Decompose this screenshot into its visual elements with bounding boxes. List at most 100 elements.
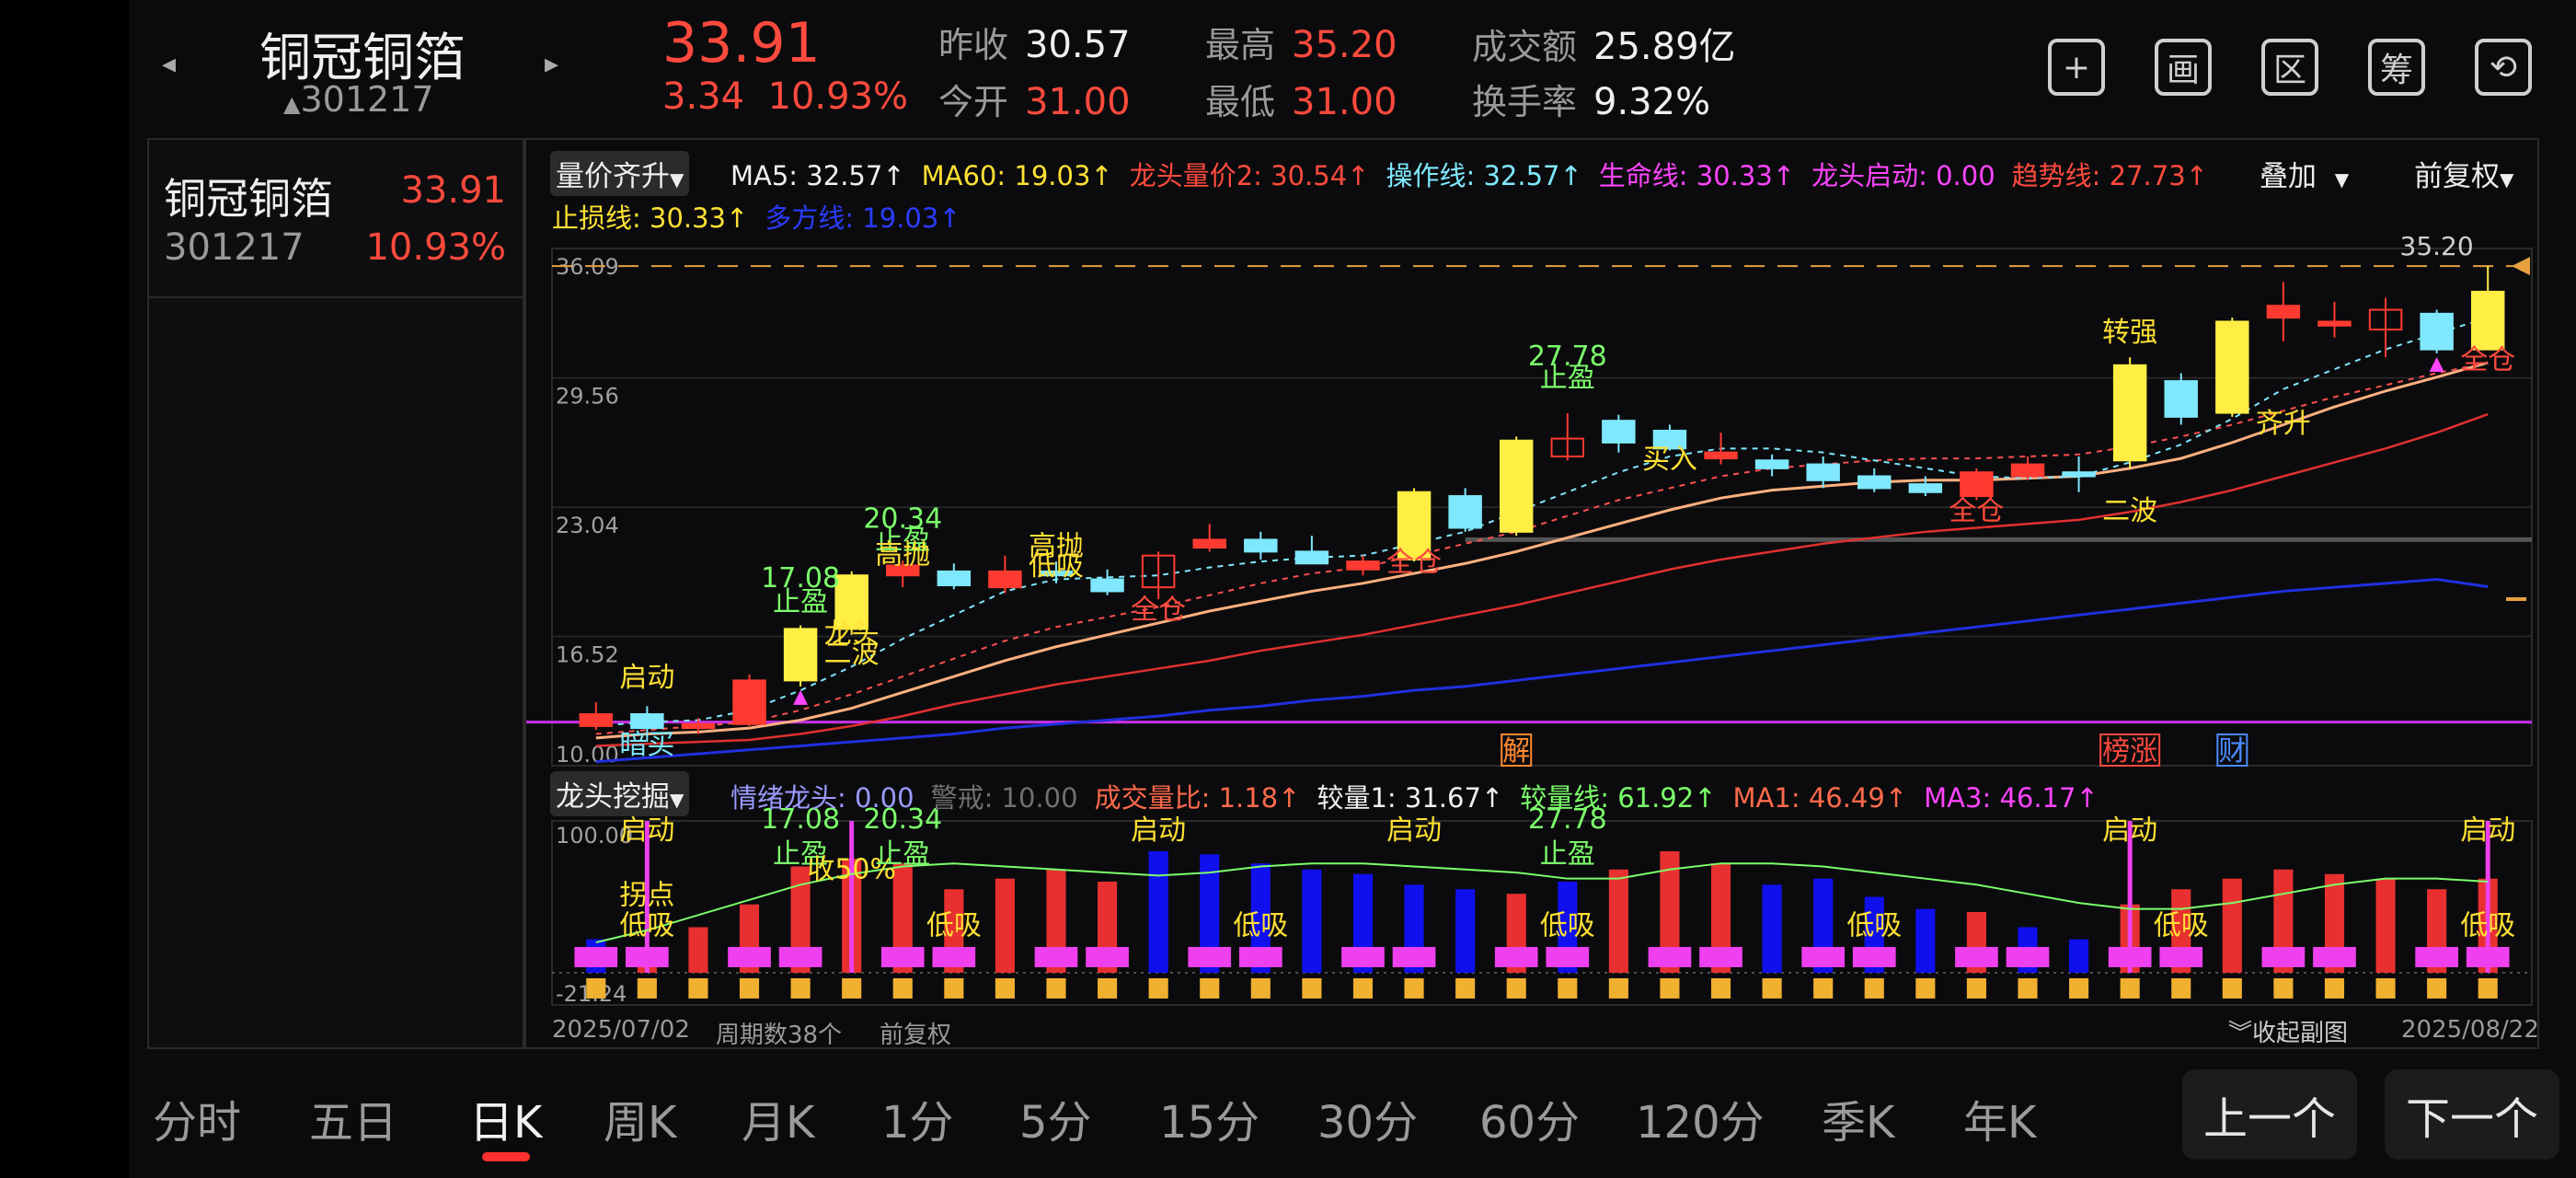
period-tab[interactable]: 60分	[1479, 1097, 1581, 1149]
period-tab[interactable]: 季K	[1822, 1097, 1895, 1149]
price-plot-frame	[551, 248, 2533, 767]
chart-annotation: 20.34	[863, 503, 942, 536]
period-tab[interactable]: 日K	[469, 1097, 543, 1149]
prev-stock-button[interactable]: 上一个	[2182, 1069, 2357, 1160]
sub-magenta-block	[932, 946, 976, 967]
sub-indicator-values: 情绪龙头: 0.00 警戒: 10.00 成交量比: 1.18↑ 较量1: 31.67…	[730, 777, 2115, 815]
sub-gold-bar	[1455, 977, 1476, 999]
candle-body	[2062, 471, 2096, 478]
sub-bar	[1608, 869, 1628, 973]
candle-body	[2010, 463, 2045, 478]
rotate-screen-button[interactable]: ⟲	[2475, 39, 2532, 96]
period-tab[interactable]: 15分	[1159, 1097, 1260, 1149]
quote-header: ◂ 铜冠铜箔 ▲301217 ▸ 33.91 3.34 10.93% 昨收 30.…	[129, 0, 2576, 138]
period-tab[interactable]: 1分	[881, 1097, 954, 1149]
stock-side-panel[interactable]: 铜冠铜箔 33.91 301217 10.93%	[147, 138, 524, 1049]
side-stock-change-pct: 10.93%	[365, 226, 506, 269]
candle-body	[2420, 312, 2454, 351]
sub-gold-bar	[1148, 977, 1168, 999]
indicator-value: 情绪龙头: 0.00	[730, 782, 914, 814]
candle-body	[2164, 380, 2198, 418]
candle-body	[2215, 320, 2249, 414]
multi-line-series	[595, 578, 2489, 764]
main-indicator-selector[interactable]: 量价齐升▼	[550, 151, 690, 196]
sub-annotation: 低吸	[619, 910, 674, 942]
prev-stock-arrow[interactable]: ◂	[162, 48, 177, 80]
sub-gold-bar	[790, 977, 811, 999]
interval-button[interactable]: 区	[2261, 39, 2318, 96]
candle-body	[1039, 570, 1074, 577]
chart-annotation: 全仓	[1386, 547, 1442, 579]
sub-magenta-block	[574, 946, 618, 967]
chart-annotation: 启动	[619, 662, 674, 694]
quote-field: 换手率 9.32%	[1472, 74, 1710, 124]
chart-annotation: 二波	[824, 638, 880, 670]
sub-magenta-block	[1392, 946, 1436, 967]
period-tab[interactable]: 月K	[742, 1097, 815, 1149]
sub-magenta-block	[1086, 946, 1129, 967]
chips-icon: 筹	[2379, 52, 2413, 89]
candle-body	[681, 722, 716, 730]
sub-annotation: 拐点	[619, 880, 674, 912]
indicator-value: 多方线: 19.03↑	[765, 202, 961, 234]
quote-field-label: 最低	[1205, 82, 1276, 122]
period-tab[interactable]: 30分	[1317, 1097, 1419, 1149]
period-tab[interactable]: 分时	[153, 1097, 242, 1149]
draw-button[interactable]: 画	[2155, 39, 2212, 96]
period-tab[interactable]: 年K	[1963, 1097, 2037, 1149]
period-tab[interactable]: 周K	[604, 1097, 677, 1149]
indicator-value: 较量1: 31.67↑	[1317, 782, 1504, 814]
sub-annotation: 27.78	[1528, 803, 1607, 836]
side-stock-price: 33.91	[400, 169, 506, 212]
overlay-dropdown[interactable]: 叠加 ▼	[2260, 153, 2349, 194]
sub-annotation: 低吸	[1540, 910, 1595, 942]
sub-gold-bar	[1710, 977, 1731, 999]
kline-svg[interactable]: 36.0929.5623.0416.5210.0035.20启动暗买17.08止…	[526, 140, 2537, 1047]
adjust-dropdown[interactable]: 前复权▼	[2414, 153, 2513, 194]
sub-indicator-selector[interactable]: 龙头挖掘▼	[550, 771, 690, 816]
period-tab[interactable]: 五日	[309, 1097, 398, 1149]
candle-body	[937, 570, 972, 586]
collapse-label: 收起副图	[2252, 1020, 2349, 1047]
sub-gold-bar	[2018, 977, 2038, 999]
next-stock-button[interactable]: 下一个	[2385, 1069, 2559, 1160]
period-tab[interactable]: 120分	[1636, 1097, 1765, 1149]
expand-triangle-icon[interactable]: ▲	[283, 91, 301, 117]
candle-body	[2368, 308, 2403, 331]
add-watchlist-button[interactable]: +	[2048, 39, 2105, 96]
indicator-value: MA5: 32.57↑	[730, 160, 905, 191]
sub-gold-bar	[2427, 977, 2447, 999]
quote-field-value: 30.57	[1025, 24, 1131, 66]
candle-body	[630, 712, 664, 730]
trend-line-series	[595, 412, 2489, 747]
sub-gold-bar	[739, 977, 760, 999]
price-change-row: 3.34 10.93%	[662, 75, 908, 118]
next-stock-arrow[interactable]: ▸	[545, 48, 559, 80]
sub-magenta-block	[2006, 946, 2050, 967]
sub-magenta-block	[880, 946, 925, 967]
sub-bar	[1200, 854, 1220, 973]
chart-annotation: 全仓	[2460, 344, 2515, 376]
indicator-value: 较量线: 61.92↑	[1520, 782, 1717, 814]
quote-field: 最低 31.00	[1205, 74, 1397, 124]
sub-magenta-block	[778, 946, 822, 967]
y-tick-label: 29.56	[556, 384, 619, 410]
sub-magenta-block	[1852, 946, 1896, 967]
main-indicator-values-row2: 止损线: 30.33↑ 多方线: 19.03↑	[552, 197, 978, 236]
collapse-subchart-button[interactable]: ︾收起副图	[2228, 1014, 2348, 1048]
candle-body	[1602, 420, 1636, 444]
sub-gold-bar	[586, 977, 606, 999]
sub-gold-bar	[2273, 977, 2294, 999]
sub-gold-bar	[2478, 977, 2498, 999]
indicator-value: MA3: 46.17↑	[1924, 782, 2099, 814]
sub-magenta-block	[2159, 946, 2203, 967]
sub-gold-bar	[1966, 977, 1986, 999]
kline-chart-area[interactable]: 量价齐升▼ MA5: 32.57↑ MA60: 19.03↑ 龙头量价2: 30.5…	[524, 138, 2539, 1049]
sub-gold-bar	[842, 977, 862, 999]
chips-button[interactable]: 筹	[2368, 39, 2425, 96]
chart-annotation: 买入	[1642, 444, 1697, 476]
period-tab[interactable]: 5分	[1019, 1097, 1092, 1149]
sub-gold-bar	[2375, 977, 2396, 999]
sub-annotation: 17.08	[761, 803, 840, 836]
quote-field-label: 今开	[938, 82, 1009, 122]
